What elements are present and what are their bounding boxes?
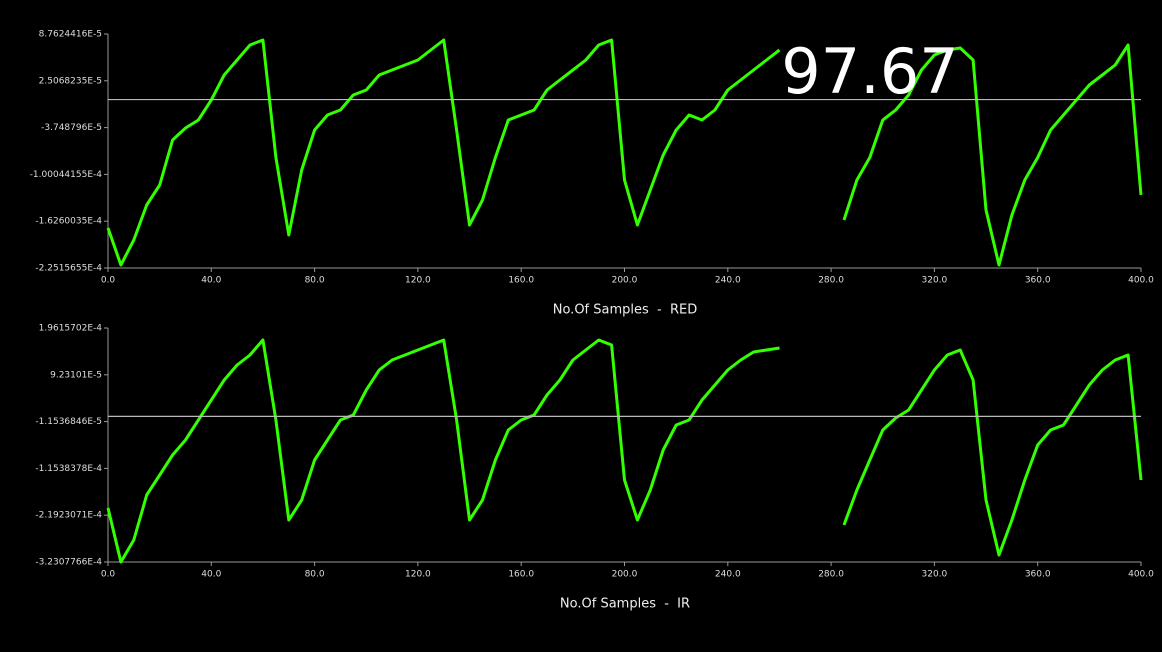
x-tick-label: 400.0 <box>1128 570 1154 580</box>
data-line <box>106 338 1143 564</box>
readout-value: 97.67 <box>781 35 959 108</box>
y-tick-label: -2.1923071E-4 <box>35 511 102 521</box>
x-tick-label: 200.0 <box>612 276 638 286</box>
x-tick-label: 280.0 <box>818 570 844 580</box>
x-tick-label: 240.0 <box>715 276 741 286</box>
data-line <box>106 38 1143 267</box>
y-tick-label: -1.1538378E-4 <box>35 464 102 474</box>
y-tick-label: -1.1536846E-5 <box>35 417 102 427</box>
x-axis-title: No.Of Samples - RED <box>553 303 698 318</box>
x-tick-label: 0.0 <box>101 276 116 286</box>
x-tick-label: 360.0 <box>1025 276 1051 286</box>
y-tick-label: -1.6260035E-4 <box>35 217 102 227</box>
x-tick-label: 40.0 <box>201 570 221 580</box>
x-tick-label: 280.0 <box>818 276 844 286</box>
x-tick-label: 80.0 <box>305 276 325 286</box>
y-tick-label: -3.2307766E-4 <box>35 558 102 568</box>
y-tick-label: 8.7624416E-5 <box>39 30 102 40</box>
x-tick-label: 320.0 <box>922 570 948 580</box>
y-tick-label: -1.00044155E-4 <box>30 170 103 180</box>
x-tick-label: 320.0 <box>922 276 948 286</box>
x-tick-label: 200.0 <box>612 570 638 580</box>
y-tick-label: 1.9615702E-4 <box>39 324 103 334</box>
x-tick-label: 400.0 <box>1128 276 1154 286</box>
y-tick-label: -2.2515655E-4 <box>35 264 102 274</box>
x-tick-label: 120.0 <box>405 570 431 580</box>
x-tick-label: 160.0 <box>508 570 534 580</box>
y-tick-label: -3.748796E-5 <box>41 123 102 133</box>
x-tick-label: 40.0 <box>201 276 221 286</box>
x-tick-label: 360.0 <box>1025 570 1051 580</box>
x-tick-label: 160.0 <box>508 276 534 286</box>
x-tick-label: 80.0 <box>305 570 325 580</box>
y-tick-label: 2.5068235E-5 <box>39 76 102 86</box>
x-axis-title: No.Of Samples - IR <box>560 597 690 612</box>
y-tick-label: 9.23101E-5 <box>50 370 102 380</box>
x-tick-label: 240.0 <box>715 570 741 580</box>
x-tick-label: 120.0 <box>405 276 431 286</box>
x-tick-label: 0.0 <box>101 570 116 580</box>
